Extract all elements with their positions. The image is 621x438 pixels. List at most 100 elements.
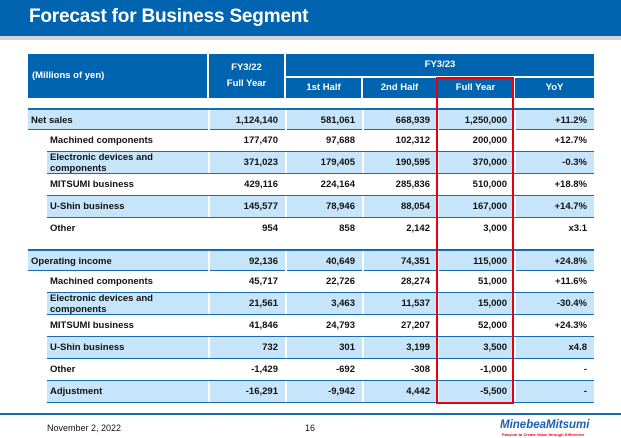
table-row: U-Shin business 145,577 78,946 88,054 167,00… xyxy=(47,196,594,218)
value-cell: 45,717 xyxy=(208,271,285,292)
table-row: Electronic devices and components 21,561 3… xyxy=(47,293,594,315)
fy23-header: FY3/23 xyxy=(286,54,594,76)
value-cell: 88,054 xyxy=(362,196,437,217)
company-logo: MinebeaMitsumi xyxy=(500,419,590,431)
value-cell: +18.8% xyxy=(514,174,594,195)
table-row: Other -1,429 -692 -308 -1,000- xyxy=(47,359,594,381)
unit-label: (Millions of yen) xyxy=(28,54,207,98)
divider xyxy=(0,36,621,40)
table-row-main: Net sales 1,124,140 581,061 668,939 1,250,00… xyxy=(28,108,594,131)
value-cell: +14.7% xyxy=(514,196,594,217)
value-cell: 167,000 xyxy=(437,196,514,217)
fy22-label: FY3/22 xyxy=(231,62,262,73)
value-cell: 3,000 xyxy=(437,218,514,239)
value-cell: 177,470 xyxy=(208,130,285,151)
page-number: 16 xyxy=(305,423,316,433)
value-cell: 200,000 xyxy=(437,130,514,151)
value-cell: -9,942 xyxy=(285,381,362,402)
value-cell: -1,429 xyxy=(208,359,285,380)
table-row: U-Shin business 732 301 3,199 3,500 x4.8 xyxy=(47,337,594,359)
footer-divider xyxy=(0,413,621,415)
value-cell: 3,500 xyxy=(437,337,514,358)
value-cell: -308 xyxy=(362,359,437,380)
table-row: Machined components 177,470 97,688 102,312 2… xyxy=(47,130,594,152)
value-cell: 179,405 xyxy=(285,152,362,173)
value-cell: 27,207 xyxy=(362,315,437,336)
logo-tagline: Passion to Create Value through Differen… xyxy=(502,432,585,437)
value-cell: -30.4% xyxy=(514,293,594,314)
row-label: Operating income xyxy=(31,256,112,267)
value-cell: - xyxy=(514,381,594,402)
value-cell: 2,142 xyxy=(362,218,437,239)
value-cell: 41,846 xyxy=(208,315,285,336)
table-row: Machined components 45,717 22,726 28,274 51,… xyxy=(47,271,594,293)
footer-date: November 2, 2022 xyxy=(47,423,122,433)
value-cell: x3.1 xyxy=(514,218,594,239)
table-row: Electronic devices and components 371,023… xyxy=(47,152,594,174)
value-cell: 15,000 xyxy=(437,293,514,314)
value-cell: 102,312 xyxy=(362,130,437,151)
value-cell: 52,000 xyxy=(437,315,514,336)
value-cell: -16,291 xyxy=(208,381,285,402)
fy22-header: FY3/22 Full Year xyxy=(209,54,284,98)
value-cell: 190,595 xyxy=(362,152,437,173)
row-label: Other xyxy=(50,364,76,375)
row-label: Adjustment xyxy=(50,386,103,397)
value-cell: 668,939 xyxy=(362,110,437,131)
value-cell: 97,688 xyxy=(285,130,362,151)
value-cell: 3,199 xyxy=(362,337,437,358)
value-cell: 3,463 xyxy=(285,293,362,314)
value-cell: 285,836 xyxy=(362,174,437,195)
fy22-sub: Full Year xyxy=(226,78,267,89)
value-cell: +24.3% xyxy=(514,315,594,336)
page-title: Forecast for Business Segment xyxy=(29,6,309,27)
value-cell: 22,726 xyxy=(285,271,362,292)
value-cell: 92,136 xyxy=(208,251,285,272)
table-row: MITSUMI business 41,846 24,793 27,207 52,000… xyxy=(47,315,594,337)
value-cell: -692 xyxy=(285,359,362,380)
value-cell: -0.3% xyxy=(514,152,594,173)
row-label: Machined components xyxy=(50,276,153,287)
value-cell: 224,164 xyxy=(285,174,362,195)
value-cell: 371,023 xyxy=(208,152,285,173)
value-cell: 732 xyxy=(208,337,285,358)
value-cell: 510,000 xyxy=(437,174,514,195)
value-cell: 1,250,000 xyxy=(437,110,514,131)
value-cell: 40,649 xyxy=(285,251,362,272)
value-cell: +24.8% xyxy=(514,251,594,272)
value-cell: 858 xyxy=(285,218,362,239)
value-cell: 301 xyxy=(285,337,362,358)
col-yoy: YoY xyxy=(515,78,594,98)
value-cell: 429,116 xyxy=(208,174,285,195)
row-label: Electronic devices and components xyxy=(50,292,153,315)
col-2nd-half: 2nd Half xyxy=(363,78,436,98)
title-bar: Forecast for Business Segment xyxy=(0,0,621,36)
table-row: Adjustment -16,291 -9,942 4,442 -5,500- xyxy=(47,381,594,403)
col-1st-half: 1st Half xyxy=(286,78,361,98)
value-cell: 11,537 xyxy=(362,293,437,314)
row-label: MITSUMI business xyxy=(50,179,134,190)
value-cell: -5,500 xyxy=(437,381,514,402)
value-cell: 581,061 xyxy=(285,110,362,131)
value-cell: 1,124,140 xyxy=(208,110,285,131)
value-cell: +12.7% xyxy=(514,130,594,151)
value-cell: 74,351 xyxy=(362,251,437,272)
value-cell: +11.6% xyxy=(514,271,594,292)
row-label: Electronic devices and components xyxy=(50,151,153,174)
value-cell: 24,793 xyxy=(285,315,362,336)
full-year-highlight-box xyxy=(436,77,514,404)
value-cell: 115,000 xyxy=(437,251,514,272)
row-label: MITSUMI business xyxy=(50,320,134,331)
value-cell: - xyxy=(514,359,594,380)
row-label: Other xyxy=(50,223,76,234)
row-label: U-Shin business xyxy=(50,201,125,212)
value-cell: 28,274 xyxy=(362,271,437,292)
value-cell: x4.8 xyxy=(514,337,594,358)
value-cell: 4,442 xyxy=(362,381,437,402)
value-cell: -1,000 xyxy=(437,359,514,380)
value-cell: 51,000 xyxy=(437,271,514,292)
row-label: Net sales xyxy=(31,115,73,126)
value-cell: 954 xyxy=(208,218,285,239)
row-label: Machined components xyxy=(50,135,153,146)
table-row: Other 954 858 2,142 3,000 x3.1 xyxy=(47,218,594,240)
